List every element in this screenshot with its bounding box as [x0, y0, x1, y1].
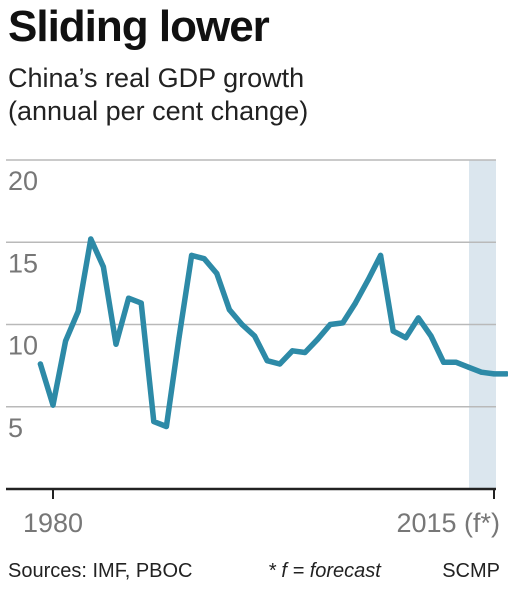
y-tick-label: 5	[8, 413, 23, 443]
subtitle-line-2: (annual per cent change)	[8, 96, 309, 126]
x-tick-label: 1980	[23, 508, 83, 538]
data-point-1988	[151, 418, 157, 425]
data-point-1999	[289, 348, 295, 354]
data-point-1992	[201, 256, 207, 262]
y-tick-label: 10	[8, 331, 38, 361]
x-ticks: 1980 2015 (f*)	[23, 489, 500, 538]
data-point-1982	[75, 308, 81, 314]
data-point-1984	[100, 264, 106, 270]
forecast-footnote: * f = forecast	[268, 560, 381, 582]
x-tick-label: 2015 (f*)	[396, 508, 500, 538]
data-point-1989	[163, 423, 169, 430]
chart-subtitle: China’s real GDP growth (annual per cent…	[8, 62, 308, 128]
gridlines	[6, 159, 496, 408]
data-point-2004	[352, 300, 358, 306]
sources-note: Sources: IMF, PBOC	[8, 560, 193, 582]
data-point-1983	[88, 236, 94, 242]
data-point-2013	[466, 364, 472, 370]
data-point-2001	[315, 336, 321, 342]
data-point-1980	[50, 402, 56, 408]
data-point-1994	[226, 307, 232, 313]
chart-title: Sliding lower	[8, 2, 270, 51]
data-point-1995	[239, 321, 245, 328]
data-point-2007	[390, 328, 396, 334]
data-point-1996	[252, 333, 258, 339]
data-point-1985	[113, 341, 119, 347]
data-point-1998	[277, 361, 283, 367]
line-chart: 20 15 10 5 1980 2015 (f*)	[6, 159, 508, 538]
data-point-2012	[453, 359, 459, 365]
data-point-1981	[63, 338, 69, 344]
data-point-2016	[504, 371, 508, 377]
data-point-2000	[302, 349, 308, 356]
data-point-1987	[138, 300, 144, 306]
credit-label: SCMP	[442, 560, 500, 582]
data-point-2002	[327, 321, 333, 328]
data-point-2010	[428, 333, 434, 339]
data-point-2011	[441, 359, 447, 365]
data-point-2006	[378, 252, 384, 259]
data-point-1990	[176, 335, 182, 341]
data-point-2009	[415, 315, 421, 321]
data-point-2003	[340, 320, 346, 326]
subtitle-line-1: China’s real GDP growth	[8, 63, 305, 93]
data-points	[37, 236, 508, 430]
y-tick-label: 15	[8, 248, 38, 278]
series-line-gdp-growth	[37, 236, 508, 430]
data-point-2014	[478, 369, 484, 375]
data-point-2015	[491, 371, 497, 377]
data-point-1979	[37, 361, 44, 367]
y-tick-label: 20	[8, 166, 38, 196]
data-point-1986	[126, 295, 132, 301]
data-point-2008	[403, 335, 409, 341]
y-tick-labels: 20 15 10 5	[8, 166, 38, 443]
data-point-1993	[214, 270, 220, 277]
data-point-1991	[189, 252, 195, 259]
data-point-1997	[264, 358, 270, 364]
data-point-2005	[365, 277, 371, 283]
